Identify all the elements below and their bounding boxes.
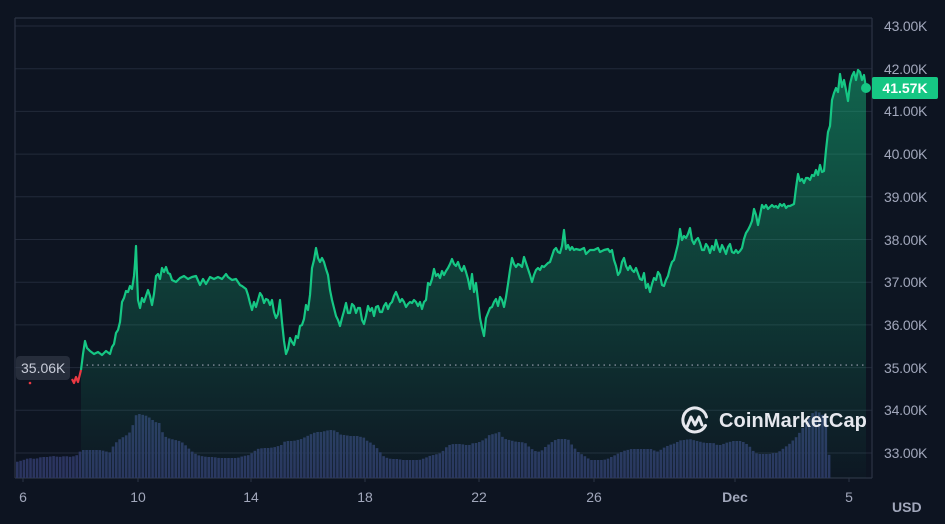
y-tick-label: 35.00K <box>884 359 928 376</box>
x-tick-label: 6 <box>19 489 27 505</box>
x-tick-label: 26 <box>586 489 602 505</box>
y-tick-label: 43.00K <box>884 18 928 34</box>
price-line <box>79 68 868 371</box>
x-tick-label: 18 <box>357 489 373 505</box>
x-tick-label: 5 <box>845 489 853 505</box>
currency-label: USD <box>892 499 922 515</box>
y-tick-label: 42.00K <box>884 60 928 77</box>
current-price-dot[interactable] <box>861 83 871 93</box>
coinmarketcap-watermark: CoinMarketCap <box>679 405 867 437</box>
y-tick-label: 33.00K <box>884 445 928 461</box>
red-price-dot <box>28 381 32 385</box>
y-tick-label: 34.00K <box>884 402 928 419</box>
y-tick-label: 41.00K <box>884 103 928 120</box>
open-price-badge: 35.06K <box>16 356 71 380</box>
y-tick-label: 39.00K <box>884 188 928 205</box>
y-tick-label: 40.00K <box>884 146 928 163</box>
x-tick-label: Dec <box>722 489 748 505</box>
price-area-fill <box>81 70 866 478</box>
y-tick-label: 37.00K <box>884 274 928 291</box>
x-tick-label: 14 <box>243 489 259 505</box>
current-price-badge: 41.57K <box>872 77 938 99</box>
y-tick-label: 36.00K <box>884 316 928 333</box>
x-tick-label: 22 <box>471 489 487 505</box>
price-line-below-open <box>71 369 83 385</box>
watermark-text: CoinMarketCap <box>719 409 867 432</box>
x-tick-label: 10 <box>130 489 146 505</box>
coinmarketcap-logo-icon <box>681 406 708 434</box>
y-tick-label: 38.00K <box>884 231 928 248</box>
